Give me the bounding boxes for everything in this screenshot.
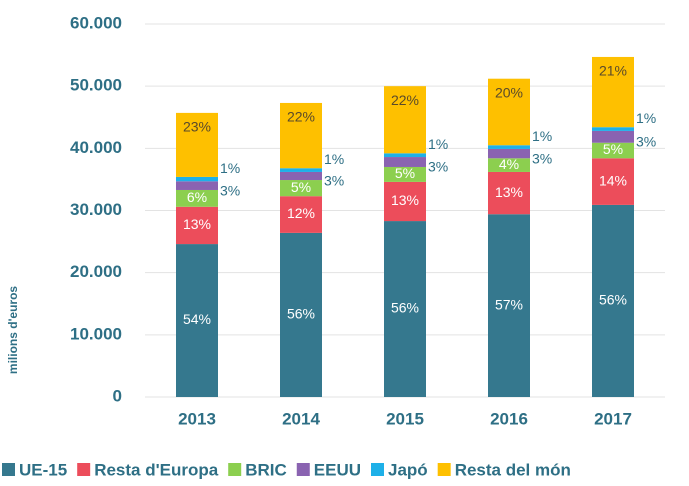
y-tick-label: 60.000: [70, 13, 122, 32]
data-label: 23%: [183, 119, 211, 135]
bar-segment: [488, 145, 530, 149]
legend-label: UE-15: [19, 460, 67, 479]
bar-segment: [384, 221, 426, 397]
data-label: 56%: [391, 300, 419, 316]
legend-swatch: [2, 463, 15, 476]
bar-segment: [176, 181, 218, 190]
bar-segment: [280, 102, 322, 169]
data-label: 57%: [495, 296, 523, 312]
data-label: 1%: [636, 110, 656, 126]
data-label: 1%: [428, 136, 448, 152]
data-label: 56%: [599, 292, 627, 308]
data-label: 5%: [603, 141, 623, 157]
data-label: 3%: [428, 159, 448, 175]
data-label: 13%: [495, 184, 523, 200]
bar-segment: [176, 176, 218, 182]
bar-segment: [592, 56, 634, 128]
bar-segment: [176, 206, 218, 245]
data-label: 22%: [287, 109, 315, 125]
legend-label: BRIC: [245, 460, 287, 479]
bar-segment: [280, 232, 322, 397]
bar-segment: [176, 189, 218, 207]
legend-swatch: [296, 463, 310, 476]
bar-segment: [384, 181, 426, 222]
data-label: 20%: [495, 84, 523, 100]
legend-swatch: [437, 463, 451, 476]
data-label: 3%: [220, 182, 240, 198]
data-label: 22%: [391, 92, 419, 108]
legend-label: Japó: [388, 460, 428, 479]
data-label: 3%: [532, 150, 552, 166]
bar-segment: [592, 130, 634, 143]
data-label: 3%: [324, 173, 344, 189]
data-label: 56%: [287, 306, 315, 322]
data-label: 5%: [291, 179, 311, 195]
bar-segment: [280, 180, 322, 197]
data-label: 1%: [532, 128, 552, 144]
data-label: 13%: [183, 216, 211, 232]
y-tick-label: 10.000: [70, 324, 122, 343]
x-tick-label: 2013: [178, 409, 216, 428]
data-label: 1%: [324, 151, 344, 167]
y-tick-label: 20.000: [70, 262, 122, 281]
legend-label: EEUU: [314, 460, 361, 479]
y-tick-label: 50.000: [70, 76, 122, 95]
bar-segment: [176, 244, 218, 397]
data-label: 5%: [395, 165, 415, 181]
bar-segment: [384, 166, 426, 182]
bar-segment: [488, 78, 530, 146]
legend-label: Resta del món: [455, 460, 571, 479]
data-label: 54%: [183, 311, 211, 327]
data-label: 13%: [391, 192, 419, 208]
bar-segment: [488, 214, 530, 397]
bar-segment: [280, 171, 322, 181]
data-label: 3%: [636, 134, 656, 150]
y-axis-label: milions d'euros: [6, 286, 20, 375]
data-label: 1%: [220, 160, 240, 176]
bar-segment: [592, 204, 634, 397]
x-tick-label: 2017: [594, 409, 632, 428]
bar-segment: [384, 86, 426, 154]
bar-segment: [280, 168, 322, 172]
legend-label: Resta d'Europa: [94, 460, 219, 479]
data-label: 21%: [599, 63, 627, 79]
bar-segment: [280, 196, 322, 233]
legend-swatch: [228, 463, 242, 476]
y-tick-label: 30.000: [70, 200, 122, 219]
y-tick-label: 40.000: [70, 138, 122, 157]
legend-swatch: [371, 463, 384, 476]
x-tick-label: 2015: [386, 409, 424, 428]
data-label: 6%: [187, 189, 207, 205]
y-tick-label: 0: [113, 386, 122, 405]
bar-segment: [592, 127, 634, 131]
data-label: 4%: [499, 156, 519, 172]
x-tick-label: 2014: [282, 409, 320, 428]
bar-segment: [592, 142, 634, 159]
bar-segment: [488, 171, 530, 215]
bar-segment: [488, 148, 530, 159]
bar-segment: [592, 158, 634, 205]
bar-segment: [176, 112, 218, 177]
bar-segment: [384, 153, 426, 158]
bar-segment: [488, 158, 530, 172]
legend-swatch: [77, 463, 91, 476]
bar-segment: [384, 157, 426, 167]
data-label: 12%: [287, 205, 315, 221]
x-tick-label: 2016: [490, 409, 528, 428]
data-label: 14%: [599, 172, 627, 188]
